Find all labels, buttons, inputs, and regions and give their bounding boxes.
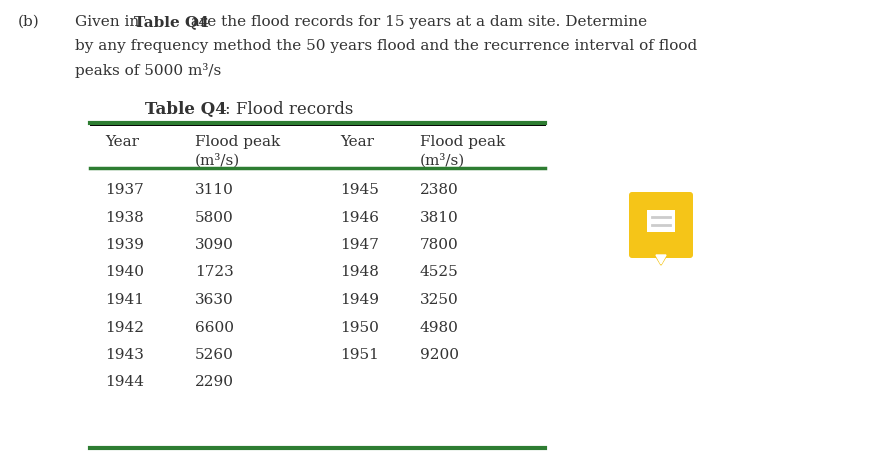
Text: 1944: 1944 (105, 375, 144, 389)
Text: 4525: 4525 (420, 265, 459, 280)
Text: are the flood records for 15 years at a dam site. Determine: are the flood records for 15 years at a … (186, 15, 648, 29)
Text: by any frequency method the 50 years flood and the recurrence interval of flood: by any frequency method the 50 years flo… (75, 39, 697, 53)
Text: Year: Year (340, 135, 374, 149)
Text: 5260: 5260 (195, 348, 234, 362)
Text: Flood peak: Flood peak (195, 135, 281, 149)
Text: 3090: 3090 (195, 238, 234, 252)
Text: 3810: 3810 (420, 211, 459, 225)
Text: 9200: 9200 (420, 348, 459, 362)
Text: Table Q4: Table Q4 (134, 15, 209, 29)
Text: 1951: 1951 (340, 348, 378, 362)
Text: : Flood records: : Flood records (225, 101, 353, 118)
Text: 1946: 1946 (340, 211, 379, 225)
Text: 1941: 1941 (105, 293, 144, 307)
Text: Given in: Given in (75, 15, 144, 29)
Text: Year: Year (105, 135, 139, 149)
Text: Flood peak: Flood peak (420, 135, 505, 149)
Text: (m³/s): (m³/s) (195, 153, 240, 167)
Text: 6600: 6600 (195, 320, 234, 334)
Text: 1947: 1947 (340, 238, 378, 252)
FancyBboxPatch shape (629, 192, 693, 258)
Text: 1938: 1938 (105, 211, 143, 225)
Text: 1949: 1949 (340, 293, 379, 307)
Text: 1939: 1939 (105, 238, 144, 252)
Text: 3110: 3110 (195, 183, 234, 197)
Text: 1945: 1945 (340, 183, 378, 197)
Text: 1950: 1950 (340, 320, 378, 334)
Text: 1942: 1942 (105, 320, 144, 334)
Text: 2290: 2290 (195, 375, 234, 389)
Text: 2380: 2380 (420, 183, 459, 197)
Text: 4980: 4980 (420, 320, 459, 334)
Text: 1940: 1940 (105, 265, 144, 280)
Text: 7800: 7800 (420, 238, 459, 252)
Text: Table Q4: Table Q4 (145, 101, 226, 118)
FancyBboxPatch shape (647, 210, 675, 232)
Text: 1937: 1937 (105, 183, 143, 197)
Text: 5800: 5800 (195, 211, 233, 225)
Text: 1943: 1943 (105, 348, 144, 362)
Text: peaks of 5000 m³/s: peaks of 5000 m³/s (75, 63, 221, 78)
Text: 3250: 3250 (420, 293, 459, 307)
Text: 1948: 1948 (340, 265, 378, 280)
Polygon shape (655, 255, 667, 265)
Text: 1723: 1723 (195, 265, 233, 280)
Text: (b): (b) (18, 15, 39, 29)
Text: (m³/s): (m³/s) (420, 153, 465, 167)
Text: 3630: 3630 (195, 293, 233, 307)
Polygon shape (656, 255, 666, 264)
